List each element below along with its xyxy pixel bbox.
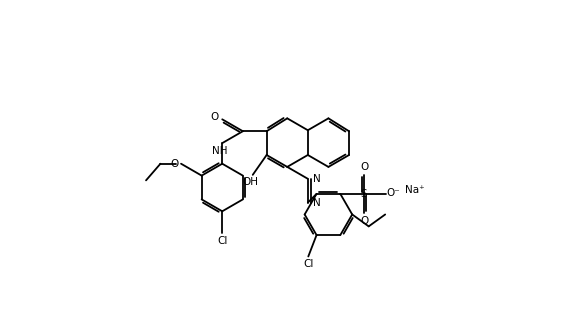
Text: OH: OH <box>243 177 259 187</box>
Text: Cl: Cl <box>217 236 227 246</box>
Text: N: N <box>313 174 321 184</box>
Text: N: N <box>313 197 321 207</box>
Text: NH: NH <box>212 146 227 156</box>
Text: O: O <box>360 162 368 172</box>
Text: O⁻: O⁻ <box>387 188 401 198</box>
Text: Cl: Cl <box>303 259 313 269</box>
Text: O: O <box>360 216 368 226</box>
Text: Na⁺: Na⁺ <box>405 185 425 195</box>
Text: O: O <box>210 112 218 122</box>
Text: O: O <box>170 159 178 169</box>
Text: S: S <box>361 189 368 199</box>
